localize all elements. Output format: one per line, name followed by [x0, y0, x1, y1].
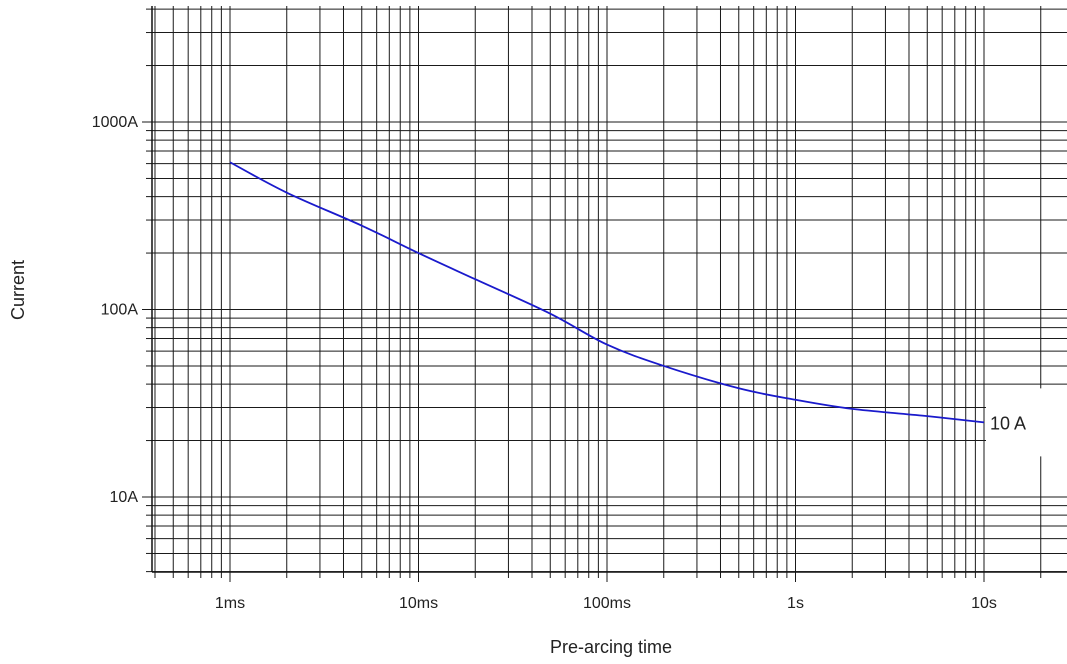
labels: Pre-arcing time Current 1ms 10ms 100ms 1s 10… — [8, 114, 1067, 657]
series-label: 10 A — [990, 413, 1026, 433]
series-layer — [229, 161, 985, 424]
x-tick-label: 10s — [971, 595, 997, 612]
series-line — [229, 161, 985, 424]
y-tick-label: 1000A — [92, 114, 139, 131]
x-tick-label: 1ms — [215, 595, 245, 612]
x-tick-label: 10ms — [399, 595, 438, 612]
axes — [142, 6, 1067, 582]
y-tick-label: 10A — [110, 489, 139, 506]
grid — [152, 6, 1067, 573]
series-label-backdrop — [986, 388, 1067, 457]
x-axis-title: Pre-arcing time — [550, 637, 672, 657]
x-tick-label: 100ms — [583, 595, 631, 612]
y-axis-title: Current — [8, 260, 28, 320]
y-tick-label: 100A — [101, 302, 139, 319]
x-tick-label: 1s — [787, 595, 804, 612]
